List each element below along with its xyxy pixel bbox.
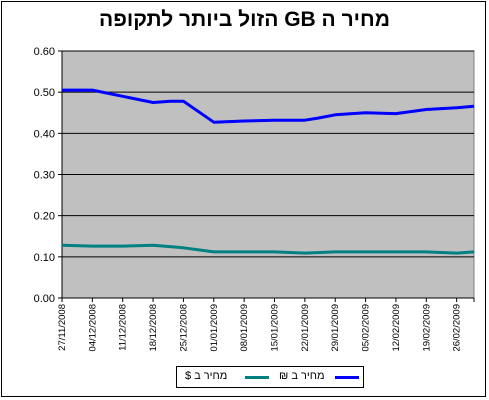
x-tick-label: 11/12/2008 [118, 304, 129, 351]
series-line-0 [62, 88, 475, 124]
x-tick-label: 29/01/2009 [330, 304, 341, 352]
legend-swatch-shekel [335, 376, 359, 379]
y-tick-label: 0.30 [34, 170, 55, 182]
y-tick-label: 0.10 [34, 252, 55, 264]
y-axis: 0.00 0.10 0.20 0.30 0.40 0.50 0.60 [34, 46, 63, 305]
x-tick-label: 18/12/2008 [148, 304, 159, 352]
y-tick-label: 0.60 [34, 46, 55, 58]
chart-title: מחיר ה GB הזול ביותר לתקופה [99, 8, 390, 31]
y-tick-label: 0.40 [34, 128, 55, 140]
x-tick-label: 19/02/2009 [421, 304, 432, 352]
y-tick-label: 0.00 [34, 293, 55, 305]
x-tick-label: 25/12/2008 [178, 304, 189, 352]
x-tick-label: 27/11/2008 [57, 304, 68, 351]
x-tick-label: 22/01/2009 [300, 304, 311, 352]
x-axis: 27/11/2008 04/12/2008 11/12/2008 18/12/2008… [57, 297, 475, 352]
gridlines [62, 50, 474, 258]
legend-label-shekel: מחיר ב ₪ [279, 370, 325, 382]
x-tick-label: 05/02/2009 [361, 304, 372, 352]
x-tick-label: 08/01/2009 [239, 304, 250, 352]
x-tick-label: 12/02/2009 [391, 304, 402, 352]
series-group [61, 88, 475, 255]
y-tick-label: 0.20 [34, 211, 55, 223]
series-line-1 [61, 243, 475, 255]
legend: מחיר ב ₪ מחיר ב $ [176, 366, 364, 388]
y-tick-label: 0.50 [34, 87, 55, 99]
legend-label-dollar: מחיר ב $ [185, 370, 228, 382]
legend-swatch-dollar [245, 376, 269, 379]
legend-item-dollar: מחיר ב $ [185, 370, 273, 384]
x-tick-label: 15/01/2009 [270, 304, 281, 352]
x-tick-label: 26/02/2009 [452, 304, 463, 352]
legend-item-shekel: מחיר ב ₪ [279, 370, 361, 384]
x-tick-label: 01/01/2009 [209, 304, 220, 352]
x-tick-label: 04/12/2008 [87, 304, 98, 352]
